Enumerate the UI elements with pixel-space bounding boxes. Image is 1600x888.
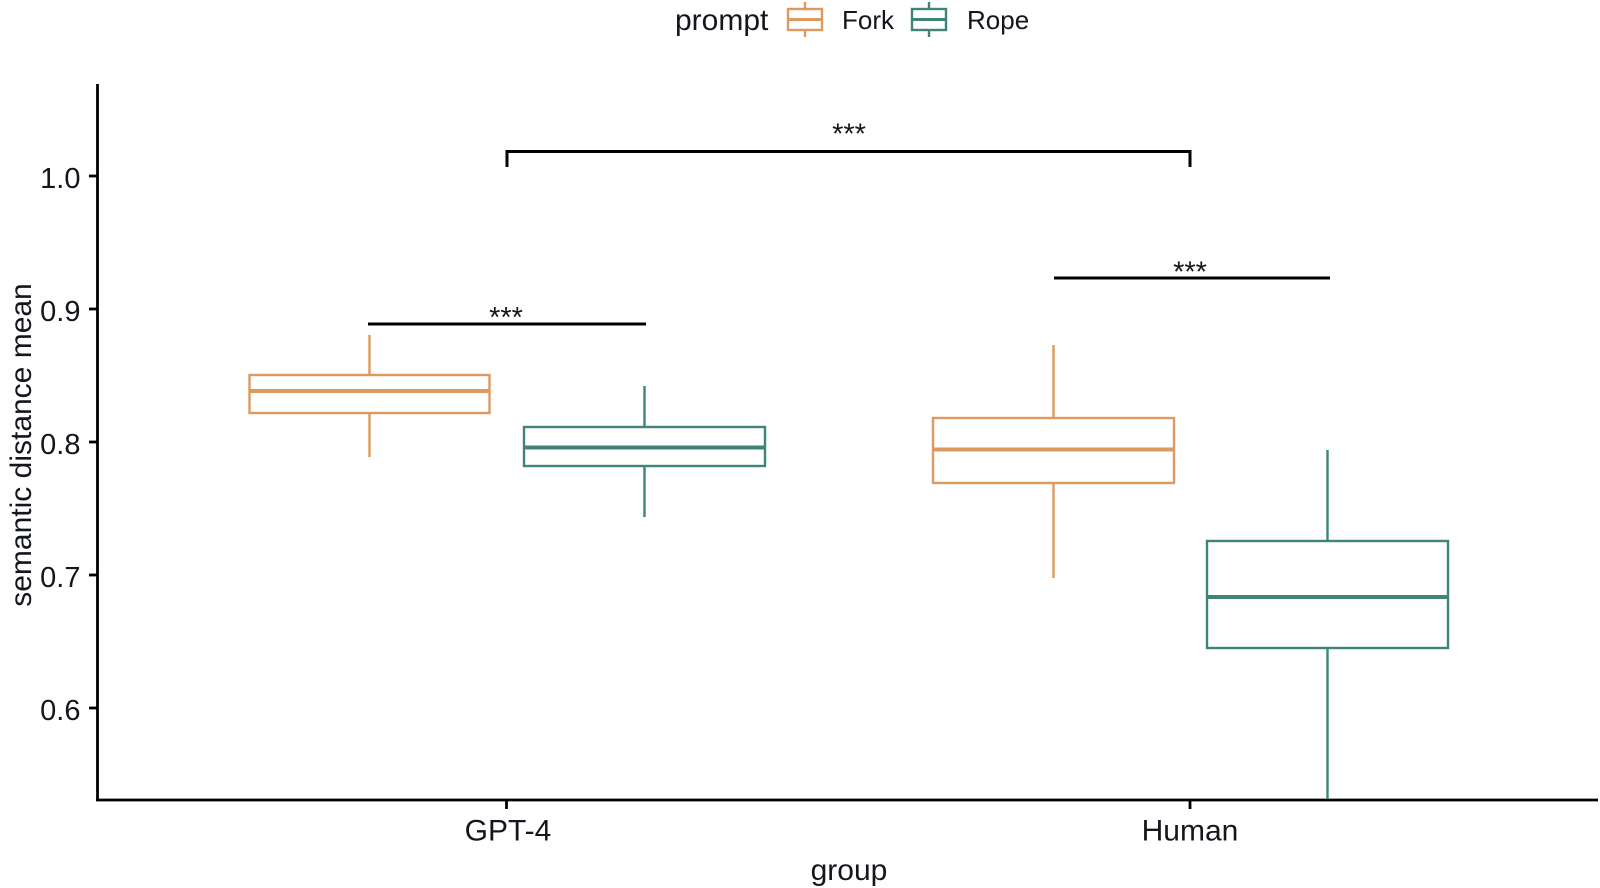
svg-text:Human: Human <box>1142 815 1239 848</box>
svg-text:GPT-4: GPT-4 <box>465 815 552 848</box>
svg-text:0.8: 0.8 <box>40 429 80 461</box>
svg-text:0.6: 0.6 <box>40 695 80 727</box>
svg-text:group: group <box>811 854 888 887</box>
svg-text:0.9: 0.9 <box>40 296 80 328</box>
svg-text:Rope: Rope <box>967 5 1029 35</box>
svg-text:prompt: prompt <box>675 4 769 37</box>
svg-text:semantic distance mean: semantic distance mean <box>5 283 38 607</box>
svg-text:1.0: 1.0 <box>40 163 80 195</box>
svg-text:***: *** <box>832 119 866 151</box>
svg-text:***: *** <box>489 302 523 334</box>
svg-text:Fork: Fork <box>842 5 895 35</box>
svg-text:0.7: 0.7 <box>40 562 80 594</box>
svg-text:***: *** <box>1173 257 1207 289</box>
